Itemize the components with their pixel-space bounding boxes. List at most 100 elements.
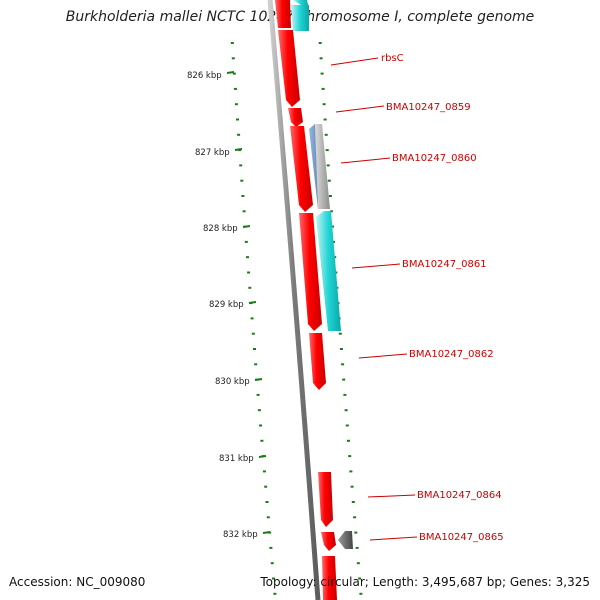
minor-tick <box>256 393 260 396</box>
cds-next <box>322 556 337 600</box>
minor-tick <box>233 87 237 90</box>
minor-tick <box>269 546 273 549</box>
minor-tick <box>339 348 343 350</box>
minor-tick <box>264 485 268 488</box>
minor-tick <box>232 72 236 75</box>
minor-tick <box>327 179 331 182</box>
minor-tick <box>319 57 323 60</box>
minor-tick <box>248 286 252 289</box>
cds-cyan-0861 <box>316 211 341 331</box>
kbp-label: 827 kbp <box>195 148 230 158</box>
minor-tick <box>331 225 334 228</box>
minor-tick <box>262 470 266 473</box>
summary-text: Topology: circular; Length: 3,495,687 bp… <box>260 575 590 589</box>
cds-gray-0860 <box>315 124 330 209</box>
minor-tick <box>318 42 322 44</box>
gene-label-0860: BMA10247_0860 <box>392 153 477 164</box>
minor-tick <box>355 546 359 549</box>
kbp-label: 828 kbp <box>203 224 238 234</box>
minor-tick <box>231 57 235 60</box>
minor-tick <box>343 393 347 396</box>
kbp-label: 831 kbp <box>219 454 254 464</box>
backbone-arc <box>267 0 321 600</box>
gene-label-rbsC: rbsC <box>381 53 404 64</box>
minor-tick <box>347 439 350 442</box>
minor-tick <box>358 577 362 580</box>
minor-tick <box>244 240 248 243</box>
gene-label-0861: BMA10247_0861 <box>402 259 487 270</box>
minor-tick <box>341 363 345 366</box>
minor-tick <box>250 317 254 320</box>
minor-tick <box>359 592 363 595</box>
minor-tick <box>270 562 274 565</box>
minor-tick <box>329 210 333 213</box>
minor-tick <box>239 164 243 167</box>
gene-labels: rbsC BMA10247_0859 BMA10247_0860 BMA1024… <box>381 53 504 543</box>
minor-tick <box>257 409 261 412</box>
minor-tick <box>350 485 354 488</box>
minor-tick <box>265 501 269 503</box>
minor-tick <box>266 516 270 519</box>
minor-tick <box>247 271 251 274</box>
minor-tick <box>246 256 249 259</box>
cds-bma10247-0860 <box>290 126 313 212</box>
minor-tick <box>349 470 353 473</box>
forward-cds-track <box>275 0 337 600</box>
minor-tick <box>242 210 246 213</box>
cds-rbsC <box>278 30 300 107</box>
minor-tick <box>322 103 326 106</box>
kbp-tick-labels: 826 kbp 827 kbp 828 kbp 829 kbp 830 kbp … <box>187 71 258 540</box>
label-leaders <box>330 57 418 541</box>
minor-tick <box>354 531 358 534</box>
minor-tick <box>326 164 330 167</box>
minor-tick <box>236 118 239 121</box>
minor-tick <box>254 363 258 366</box>
minor-tick <box>234 103 238 106</box>
kbp-major-ticks <box>226 71 271 534</box>
minor-tick <box>348 455 352 458</box>
cds-cyan-top <box>293 0 308 5</box>
cds-bma10247-0861 <box>299 213 322 331</box>
minor-tick <box>321 87 325 90</box>
cds-dark-0865 <box>338 531 353 549</box>
minor-tick <box>241 195 245 197</box>
minor-tick <box>353 516 357 519</box>
accession-text: Accession: NC_009080 <box>9 575 146 589</box>
cds-bma10247-0864 <box>318 472 333 527</box>
minor-tick <box>332 240 336 243</box>
minor-tick <box>351 501 355 503</box>
minor-tick <box>272 577 275 580</box>
inner-tick-ruler <box>230 42 277 595</box>
minor-tick <box>230 42 234 44</box>
reverse-cds-track <box>291 0 353 549</box>
minor-tick <box>324 133 328 136</box>
gene-label-0859: BMA10247_0859 <box>386 102 471 113</box>
minor-tick <box>345 424 349 427</box>
minor-tick <box>325 149 329 152</box>
kbp-label: 830 kbp <box>215 377 250 387</box>
minor-tick <box>240 179 244 182</box>
minor-tick <box>237 133 241 136</box>
cds-cyan-top-block <box>291 5 309 31</box>
minor-tick <box>356 562 360 565</box>
cds-bma10247-0859 <box>288 108 303 127</box>
minor-tick <box>338 332 342 335</box>
minor-tick <box>342 378 346 381</box>
minor-tick <box>253 348 256 350</box>
minor-tick <box>251 332 255 335</box>
gene-label-0865: BMA10247_0865 <box>419 532 504 543</box>
kbp-label: 826 kbp <box>187 71 222 81</box>
minor-tick <box>260 439 264 442</box>
gene-label-0862: BMA10247_0862 <box>409 349 494 360</box>
kbp-label: 829 kbp <box>209 300 244 310</box>
cds-bma10247-0865 <box>321 532 336 551</box>
minor-tick <box>273 592 277 595</box>
kbp-label: 832 kbp <box>223 530 258 540</box>
cds-bma10247-0862 <box>309 333 326 390</box>
minor-tick <box>259 424 263 427</box>
gene-label-0864: BMA10247_0864 <box>417 490 502 501</box>
minor-tick <box>320 72 324 75</box>
minor-tick <box>328 195 332 197</box>
